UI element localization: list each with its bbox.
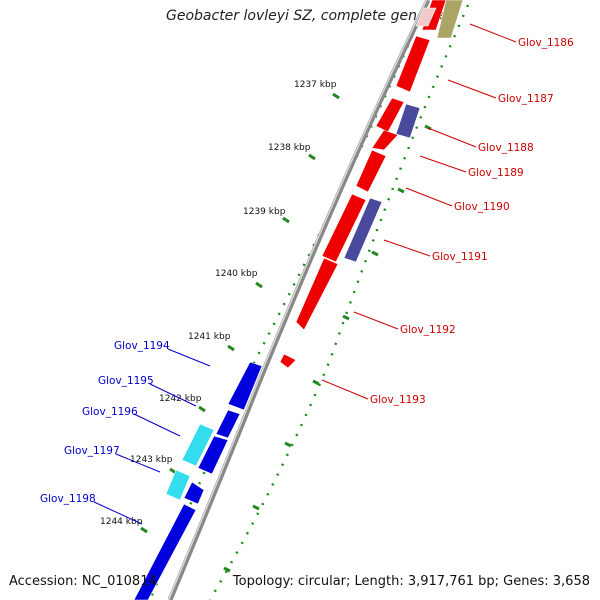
gene-leader-line — [405, 187, 453, 207]
gene-leader-line — [115, 453, 161, 473]
minor-tick-mark — [342, 314, 350, 321]
gene-leader-line — [383, 239, 431, 257]
minor-tick-mark — [397, 187, 405, 194]
minor-tick-mark — [223, 566, 231, 573]
gene-label[interactable]: Glov_1197 — [64, 445, 120, 457]
gene-leader-line — [93, 501, 143, 525]
gene-glov-1188-arrow[interactable] — [395, 103, 421, 139]
gene-glov-1190-arrow[interactable] — [355, 149, 387, 193]
gene-glov-1193-arrow[interactable] — [279, 353, 297, 369]
gene-glov-1187-arrow[interactable] — [395, 35, 431, 93]
gene-label[interactable]: Glov_1196 — [82, 406, 138, 418]
minor-tick-mark — [312, 379, 320, 386]
kbp-tick-label: 1237 kbp — [294, 80, 337, 90]
minor-tick-mark — [284, 441, 292, 448]
kbp-tick-mark — [255, 281, 263, 289]
gene-label[interactable]: Glov_1187 — [498, 93, 554, 105]
gene-glov-1186-pseudo[interactable] — [436, 0, 464, 39]
kbp-tick-mark — [308, 153, 316, 161]
gene-glov-1191-fwd[interactable] — [321, 193, 367, 263]
gene-glov-1196-rev[interactable] — [197, 435, 229, 475]
gene-leader-line — [447, 79, 497, 99]
gene-label[interactable]: Glov_1190 — [454, 201, 510, 213]
gene-glov-1198-head[interactable] — [183, 481, 205, 505]
gene-leader-line — [149, 383, 197, 407]
gene-leader-line — [353, 311, 399, 330]
gene-leader-line — [321, 379, 369, 400]
gene-glov-1186-light[interactable] — [415, 7, 437, 27]
gene-leader-line — [419, 155, 467, 173]
topology-text: Topology: circular; Length: 3,917,761 bp… — [232, 574, 590, 589]
map-title: Geobacter lovleyi SZ, complete genome — [166, 8, 448, 24]
kbp-tick-label: 1240 kbp — [215, 269, 258, 279]
kbp-tick-label: 1239 kbp — [243, 207, 286, 217]
gene-label[interactable]: Glov_1194 — [114, 340, 170, 352]
kbp-tick-label: 1238 kbp — [268, 143, 311, 153]
gene-glov-1195-arrow[interactable] — [215, 409, 241, 439]
kbp-tick-layer: 1237 kbp 1238 kbp 1239 kbp 1240 kbp 1241 kbp… — [100, 80, 432, 573]
genome-backbone — [167, 0, 431, 600]
accession-text: Accession: NC_010814 — [9, 574, 157, 589]
kbp-tick-label: 1244 kbp — [100, 517, 143, 527]
gene-glov-1198-arrow[interactable] — [133, 503, 197, 600]
gene-glov-1189-arrow[interactable] — [371, 129, 399, 151]
gene-label[interactable]: Glov_1195 — [98, 375, 154, 387]
kbp-tick-mark — [332, 92, 340, 100]
gene-label[interactable]: Glov_1198 — [40, 493, 96, 505]
gene-glov-1192-arrow[interactable] — [295, 257, 339, 331]
gene-glov-1191-arrow[interactable] — [343, 197, 383, 263]
gene-leader-line — [469, 23, 517, 43]
kbp-tick-label: 1243 kbp — [130, 455, 173, 465]
gene-leader-line — [133, 413, 181, 437]
gene-leader-line — [427, 127, 477, 148]
minor-tick-mark — [252, 504, 260, 511]
gene-glov-1197-arrow[interactable] — [165, 469, 191, 501]
minor-tick-mark — [371, 250, 379, 257]
gene-label[interactable]: Glov_1186 — [518, 37, 574, 49]
kbp-tick-mark — [140, 526, 148, 534]
gene-leader-line — [167, 348, 211, 367]
kbp-tick-label: 1241 kbp — [188, 332, 231, 342]
backbone-highlight — [167, 0, 428, 600]
gene-label[interactable]: Glov_1192 — [400, 324, 456, 336]
inner-tick-ring — [208, 4, 470, 600]
kbp-tick-mark — [198, 405, 206, 413]
gene-label[interactable]: Glov_1193 — [370, 394, 426, 406]
kbp-tick-mark — [282, 216, 290, 224]
gene-glov-1194-arrow[interactable] — [227, 361, 263, 411]
gene-label[interactable]: Glov_1191 — [432, 251, 488, 263]
kbp-tick-mark — [227, 344, 235, 352]
gene-layer — [133, 0, 464, 600]
gene-label[interactable]: Glov_1189 — [468, 167, 524, 179]
gene-glov-1196-arrow[interactable] — [181, 423, 215, 467]
gene-label-layer: Glov_1186 Glov_1187 Glov_1188 Glov_1189 Glov… — [40, 23, 574, 525]
gene-label[interactable]: Glov_1188 — [478, 142, 534, 154]
